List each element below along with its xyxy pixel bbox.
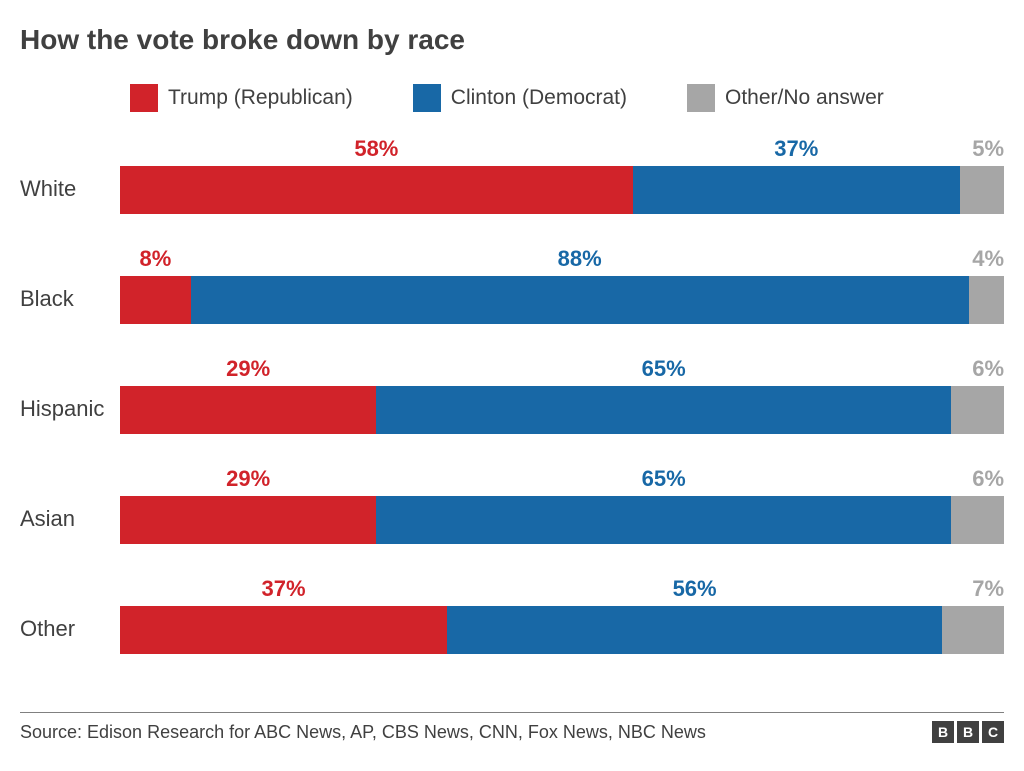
value-label: 29% (226, 466, 270, 492)
legend-label: Trump (Republican) (168, 86, 353, 110)
bbc-logo: BBC (932, 721, 1004, 743)
category-label: Other (20, 616, 120, 654)
bar-segment (633, 166, 960, 214)
chart-row: Other 37% 56% 7% (20, 576, 1004, 654)
bar-segment (447, 606, 942, 654)
legend: Trump (Republican) Clinton (Democrat) Othe… (130, 84, 1004, 112)
logo-letter: B (932, 721, 954, 743)
legend-label: Other/No answer (725, 86, 884, 110)
chart-row: Black 8% 88% 4% (20, 246, 1004, 324)
bar-segment (951, 386, 1004, 434)
value-label: 29% (226, 356, 270, 382)
chart-row: White 58% 37% 5% (20, 136, 1004, 214)
bar-segment (120, 606, 447, 654)
bar-wrap: 37% 56% 7% (120, 576, 1004, 654)
value-label: 6% (972, 466, 1004, 492)
value-label: 58% (354, 136, 398, 162)
bar-wrap: 8% 88% 4% (120, 246, 1004, 324)
legend-swatch (413, 84, 441, 112)
chart-row: Hispanic 29% 65% 6% (20, 356, 1004, 434)
value-labels: 29% 65% 6% (120, 356, 1004, 384)
value-label: 65% (642, 466, 686, 492)
value-labels: 29% 65% 6% (120, 466, 1004, 494)
bar-wrap: 29% 65% 6% (120, 356, 1004, 434)
category-label: Asian (20, 506, 120, 544)
value-label: 4% (972, 246, 1004, 272)
stacked-bar (120, 496, 1004, 544)
bar-wrap: 58% 37% 5% (120, 136, 1004, 214)
bar-segment (960, 166, 1004, 214)
chart-body: White 58% 37% 5% Black 8% 88% 4% Hispanic 29% 65% 6… (20, 136, 1004, 654)
value-label: 7% (972, 576, 1004, 602)
bar-segment (969, 276, 1004, 324)
category-label: Black (20, 286, 120, 324)
value-label: 6% (972, 356, 1004, 382)
bar-segment (120, 166, 633, 214)
stacked-bar (120, 166, 1004, 214)
chart-row: Asian 29% 65% 6% (20, 466, 1004, 544)
bar-segment (191, 276, 969, 324)
bar-segment (376, 496, 951, 544)
value-label: 88% (558, 246, 602, 272)
legend-label: Clinton (Democrat) (451, 86, 627, 110)
value-labels: 8% 88% 4% (120, 246, 1004, 274)
value-label: 8% (139, 246, 171, 272)
value-label: 5% (972, 136, 1004, 162)
value-labels: 37% 56% 7% (120, 576, 1004, 604)
value-label: 37% (262, 576, 306, 602)
value-label: 56% (673, 576, 717, 602)
bar-segment (120, 386, 376, 434)
value-label: 65% (642, 356, 686, 382)
bar-wrap: 29% 65% 6% (120, 466, 1004, 544)
stacked-bar (120, 386, 1004, 434)
category-label: Hispanic (20, 396, 120, 434)
logo-letter: B (957, 721, 979, 743)
bar-segment (120, 276, 191, 324)
footer: Source: Edison Research for ABC News, AP… (20, 712, 1004, 743)
bar-segment (951, 496, 1004, 544)
category-label: White (20, 176, 120, 214)
bar-segment (376, 386, 951, 434)
bar-segment (942, 606, 1004, 654)
stacked-bar (120, 276, 1004, 324)
chart-container: How the vote broke down by race Trump (R… (0, 0, 1024, 771)
value-labels: 58% 37% 5% (120, 136, 1004, 164)
legend-swatch (130, 84, 158, 112)
logo-letter: C (982, 721, 1004, 743)
stacked-bar (120, 606, 1004, 654)
value-label: 37% (774, 136, 818, 162)
bar-segment (120, 496, 376, 544)
legend-swatch (687, 84, 715, 112)
legend-item: Trump (Republican) (130, 84, 353, 112)
source-text: Source: Edison Research for ABC News, AP… (20, 722, 706, 743)
legend-item: Clinton (Democrat) (413, 84, 627, 112)
legend-item: Other/No answer (687, 84, 884, 112)
chart-title: How the vote broke down by race (20, 24, 1004, 56)
